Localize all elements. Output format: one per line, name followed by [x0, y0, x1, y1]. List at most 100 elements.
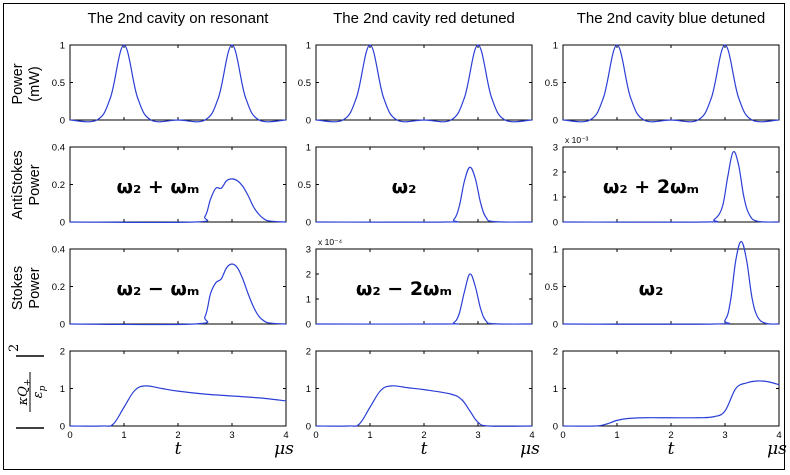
x-axis-variable-label: t: [175, 439, 182, 459]
y-tick-label: 1: [60, 384, 65, 395]
column-title-resonant: The 2nd cavity on resonant: [87, 10, 269, 27]
x-tick-label: 0: [560, 430, 565, 441]
plot-axes-box: [315, 44, 533, 121]
series-line-0: [315, 166, 533, 223]
series-line-0: [562, 44, 780, 123]
x-tick-label: 4: [283, 430, 288, 441]
y-tick-label: 0.4: [52, 245, 65, 256]
x-tick-label: 2: [668, 430, 673, 441]
y-tick-label: 0: [306, 320, 311, 331]
y-tick-label: 0: [306, 422, 311, 433]
y-tick-label: 0: [60, 218, 65, 229]
x-tick-label: 3: [722, 430, 727, 441]
y-tick-label: 2: [553, 347, 558, 358]
y-tick-label: 0: [553, 320, 558, 331]
series-line-0: [69, 263, 287, 326]
frequency-annotation: ω₂ + ωₘ: [116, 176, 199, 198]
y-scale-factor: x 10⁻³: [565, 135, 589, 145]
panel-r2-c0: 0 0.2 0.4 ω₂ − ωₘ: [52, 245, 287, 331]
y-tick-label: 1: [306, 295, 311, 306]
panel-r3-c1: 0 1 2 0 1 2 3 4 t μs: [306, 347, 540, 460]
panel-r1-c1: 0 0.5 1 ω₂: [298, 143, 533, 229]
x-axis-unit-label: μs: [520, 439, 540, 459]
column-title-blue-detuned: The 2nd cavity blue detuned: [576, 10, 766, 27]
y-tick-label: 0.5: [545, 78, 558, 89]
y-tick-label: 3: [306, 245, 311, 256]
series-line-0: [315, 385, 533, 427]
x-tick-label: 1: [367, 430, 372, 441]
series-line-0: [562, 240, 780, 325]
x-tick-label: 4: [529, 430, 534, 441]
x-axis-variable-label: t: [421, 439, 428, 459]
y-tick-label: 0: [60, 422, 65, 433]
y-tick-label: 1: [306, 41, 311, 52]
series-line-0: [69, 44, 287, 123]
y-tick-label: 0.5: [545, 282, 558, 293]
y-tick-label: 0: [553, 218, 558, 229]
x-tick-label: 2: [421, 430, 426, 441]
y-tick-label: 1: [60, 41, 65, 52]
y-scale-factor: x 10⁻⁴: [318, 237, 343, 247]
frequency-annotation: ω₂: [639, 278, 664, 300]
y-tick-label: 0: [553, 422, 558, 433]
panel-r1-c2: 0 1 2 3 x 10⁻³ ω₂ + 2ωₘ: [553, 135, 780, 229]
y-tick-label: 0.5: [52, 78, 65, 89]
x-tick-label: 4: [776, 430, 781, 441]
y-tick-label: 2: [306, 347, 311, 358]
panel-r0-c1: 00.51: [298, 41, 533, 127]
y-tick-label: 0: [60, 116, 65, 127]
y-tick-label: 1: [306, 384, 311, 395]
y-tick-label: 0: [306, 218, 311, 229]
series-line-0: [562, 150, 780, 223]
panel-r0-c2: 00.51: [545, 41, 780, 127]
series-line-0: [69, 385, 287, 427]
x-axis-variable-label: t: [668, 439, 675, 459]
panel-r3-c0: 0 1 2 0 1 2 3 4 t μs: [60, 347, 294, 460]
frequency-annotation: ω₂: [392, 176, 417, 198]
y-tick-label: 1: [306, 143, 311, 154]
frequency-annotation: ω₂ − 2ωₘ: [356, 278, 452, 300]
y-tick-label: 0.5: [298, 78, 311, 89]
y-tick-label: 2: [306, 270, 311, 281]
y-tick-label: 1: [553, 41, 558, 52]
plot-axes-box: [69, 44, 287, 121]
row-label-normalized-amplitude: κQ+ εp 2: [7, 344, 48, 429]
x-tick-label: 0: [313, 430, 318, 441]
y-tick-label: 0.5: [298, 180, 311, 191]
y-tick-label: 0.2: [52, 282, 65, 293]
exponent-two: 2: [7, 344, 22, 352]
x-tick-label: 1: [121, 430, 126, 441]
frequency-annotation: ω₂ − ωₘ: [116, 278, 199, 300]
x-tick-label: 3: [229, 430, 234, 441]
y-tick-label: 1: [553, 193, 558, 204]
x-tick-label: 3: [475, 430, 480, 441]
plot-axes-box: [69, 350, 287, 427]
panel-r0-c0: 00.51: [52, 41, 287, 127]
panel-r1-c0: 0 0.2 0.4 ω₂ + ωₘ: [52, 143, 287, 229]
plot-axes-box: [315, 146, 533, 223]
y-tick-label: 2: [60, 347, 65, 358]
series-line-0: [69, 178, 287, 224]
series-line-0: [315, 44, 533, 123]
figure-frame: [3, 3, 785, 470]
panel-r2-c1: 0 1 2 3 x 10⁻⁴ ω₂ − 2ωₘ: [306, 237, 533, 331]
y-tick-label: 2: [553, 168, 558, 179]
plot-axes-box: [315, 350, 533, 427]
frequency-annotation: ω₂ + 2ωₘ: [603, 176, 699, 198]
series-line-0: [562, 380, 780, 427]
y-tick-label: 0.4: [52, 143, 65, 154]
x-tick-label: 0: [67, 430, 72, 441]
panel-r2-c2: 0 0.5 1 ω₂: [545, 240, 780, 331]
x-axis-unit-label: μs: [274, 439, 294, 459]
y-tick-label: 1: [553, 245, 558, 256]
y-tick-label: 0: [306, 116, 311, 127]
fraction-denominator: εp: [31, 385, 48, 398]
plot-axes-box: [562, 350, 780, 427]
y-tick-label: 0.2: [52, 180, 65, 191]
y-tick-label: 1: [553, 384, 558, 395]
y-tick-label: 0: [60, 320, 65, 331]
y-tick-label: 3: [553, 143, 558, 154]
y-tick-label: 0: [553, 116, 558, 127]
x-tick-label: 1: [614, 430, 619, 441]
